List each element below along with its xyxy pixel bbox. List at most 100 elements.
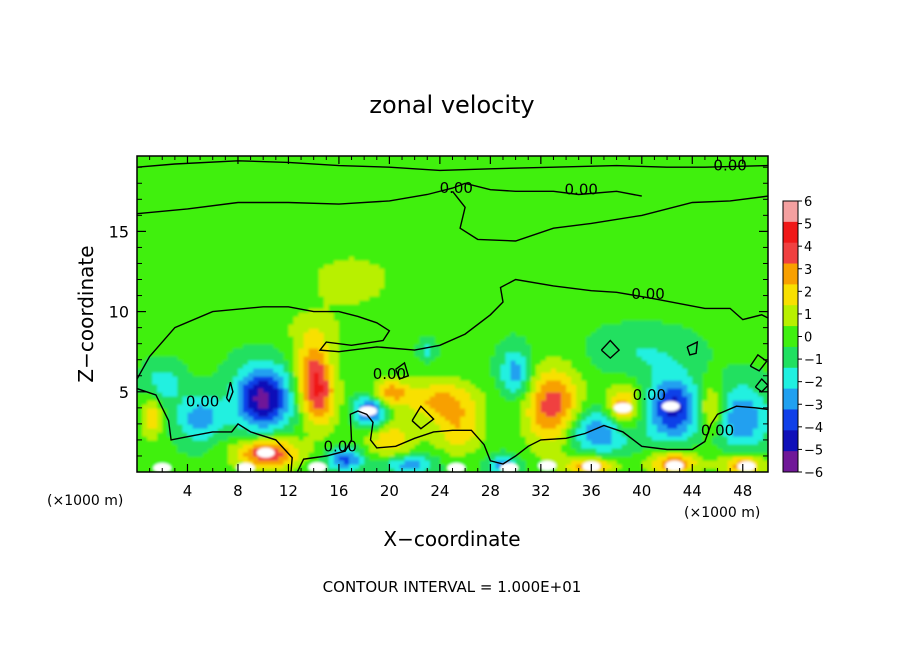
heatmap-cell xyxy=(409,428,416,433)
heatmap-cell xyxy=(747,336,754,341)
heatmap-cell xyxy=(142,324,148,329)
heatmap-cell xyxy=(449,360,456,365)
heatmap-cell xyxy=(646,388,653,393)
heatmap-cell xyxy=(535,392,542,397)
heatmap-cell xyxy=(177,404,184,409)
heatmap-cell xyxy=(667,444,673,449)
heatmap-cell xyxy=(646,436,653,441)
heatmap-cell xyxy=(328,428,335,433)
heatmap-cell xyxy=(656,320,663,325)
heatmap-cell xyxy=(182,368,189,373)
heatmap-cell xyxy=(379,332,385,337)
heatmap-cell xyxy=(555,444,562,449)
heatmap-cell xyxy=(253,416,259,421)
heatmap-cell xyxy=(364,432,370,437)
heatmap-cell xyxy=(283,368,290,373)
heatmap-cell xyxy=(631,348,638,353)
heatmap-cell xyxy=(338,376,345,381)
heatmap-cell xyxy=(757,360,764,365)
heatmap-cell xyxy=(248,452,254,457)
heatmap-cell xyxy=(364,384,370,389)
heatmap-cell xyxy=(641,440,648,445)
heatmap-cell xyxy=(752,316,759,321)
heatmap-cell xyxy=(323,352,330,357)
heatmap-cell xyxy=(550,384,557,389)
heatmap-cell xyxy=(656,364,663,369)
heatmap-cell xyxy=(611,332,618,337)
heatmap-cell xyxy=(237,444,244,449)
heatmap-cell xyxy=(364,352,370,357)
heatmap-cell xyxy=(677,352,683,357)
heatmap-cell xyxy=(566,456,572,461)
heatmap-cell xyxy=(606,432,613,437)
heatmap-cell xyxy=(656,312,663,317)
heatmap-cell xyxy=(712,352,719,357)
heatmap-cell xyxy=(475,404,481,409)
heatmap-cell xyxy=(520,364,527,369)
heatmap-cell xyxy=(631,360,638,365)
heatmap-cell xyxy=(298,316,305,321)
heatmap-cell xyxy=(293,444,300,449)
heatmap-cell xyxy=(646,340,653,345)
heatmap-cell xyxy=(147,356,153,361)
heatmap-cell xyxy=(727,348,734,353)
heatmap-cell xyxy=(142,372,148,377)
heatmap-cell xyxy=(571,464,577,469)
heatmap-cell xyxy=(293,376,300,381)
heatmap-cell xyxy=(646,316,653,321)
heatmap-cell xyxy=(192,360,199,365)
heatmap-cell xyxy=(187,360,194,365)
heatmap-cell xyxy=(692,348,698,353)
heatmap-cell xyxy=(672,416,678,421)
heatmap-cell xyxy=(677,444,683,449)
heatmap-cell xyxy=(601,388,608,393)
heatmap-cell xyxy=(419,324,426,329)
heatmap-cell xyxy=(707,376,714,381)
heatmap-cell xyxy=(586,364,592,369)
heatmap-cell xyxy=(465,340,471,345)
heatmap-cell xyxy=(601,316,608,321)
heatmap-cell xyxy=(702,432,709,437)
heatmap-cell xyxy=(520,388,527,393)
heatmap-cell xyxy=(258,364,264,369)
heatmap-cell xyxy=(424,456,431,461)
heatmap-cell xyxy=(248,404,254,409)
heatmap-cell xyxy=(515,416,522,421)
heatmap-cell xyxy=(278,428,284,433)
heatmap-cell xyxy=(687,312,693,317)
heatmap-cell xyxy=(717,468,724,472)
heatmap-cell xyxy=(712,392,719,397)
heatmap-cell xyxy=(389,376,396,381)
heatmap-cell xyxy=(187,368,194,373)
heatmap-cell xyxy=(399,428,406,433)
heatmap-cell xyxy=(434,380,441,385)
heatmap-cell xyxy=(369,360,375,365)
heatmap-cell xyxy=(384,468,390,472)
heatmap-cell xyxy=(253,328,259,333)
heatmap-cell xyxy=(757,436,764,441)
heatmap-cell xyxy=(576,448,582,453)
heatmap-cell xyxy=(651,436,658,441)
heatmap-cell xyxy=(253,352,259,357)
heatmap-cell xyxy=(515,460,522,465)
heatmap-cell xyxy=(303,464,310,469)
heatmap-cell xyxy=(672,340,678,345)
heatmap-cell xyxy=(273,452,279,457)
heatmap-cell xyxy=(520,352,527,357)
heatmap-cell xyxy=(278,356,284,361)
heatmap-cell xyxy=(712,452,719,457)
heatmap-cell xyxy=(258,420,264,425)
heatmap-cell xyxy=(500,424,507,429)
heatmap-cell xyxy=(687,412,693,417)
heatmap-cell xyxy=(550,452,557,457)
heatmap-cell xyxy=(495,320,502,325)
heatmap-cell xyxy=(641,460,648,465)
heatmap-cell xyxy=(232,460,239,465)
heatmap-cell xyxy=(545,408,552,413)
heatmap-cell xyxy=(142,384,148,389)
heatmap-cell xyxy=(182,416,189,421)
heatmap-cell xyxy=(722,336,729,341)
heatmap-cell xyxy=(722,464,729,469)
heatmap-cell xyxy=(394,452,401,457)
heatmap-cell xyxy=(283,416,290,421)
